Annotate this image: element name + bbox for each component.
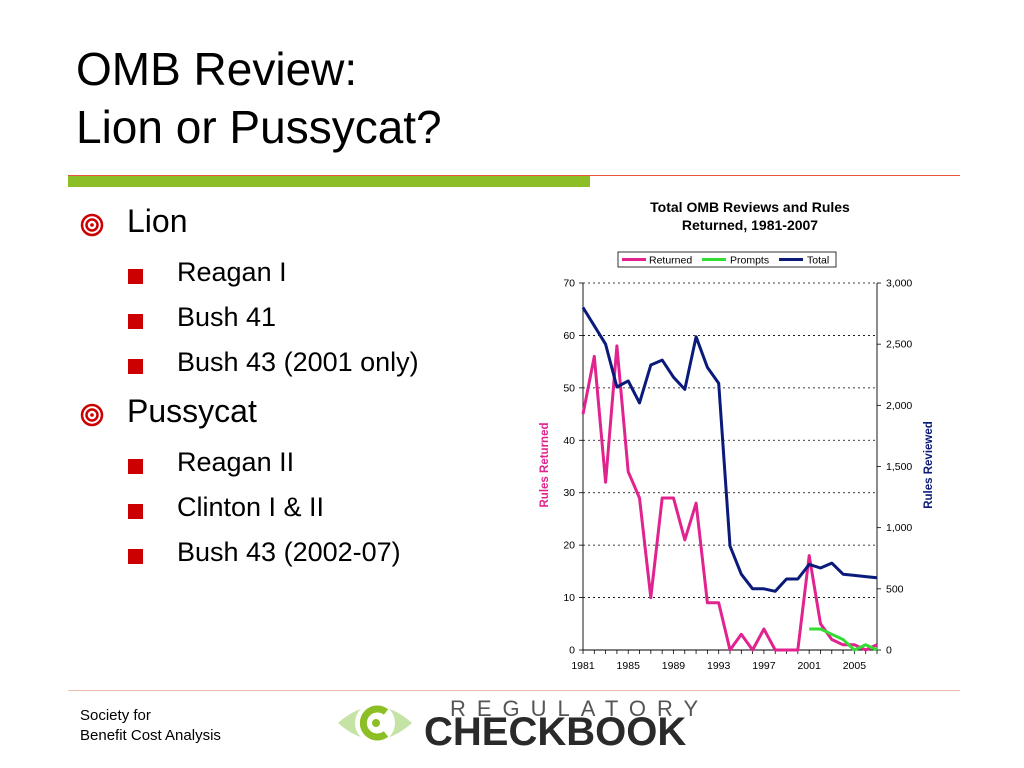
- footer-line-2: Benefit Cost Analysis: [80, 727, 221, 744]
- right-tick-label: 500: [886, 583, 904, 595]
- right-tick-label: 1,500: [886, 461, 912, 473]
- legend-label-returned: Returned: [649, 255, 692, 267]
- left-tick-label: 30: [563, 487, 575, 499]
- right-tick-label: 2,000: [886, 400, 912, 412]
- footer-line-1: Society for: [80, 707, 151, 724]
- x-tick-label: 1985: [617, 660, 641, 672]
- chart-axes: [579, 282, 881, 654]
- sub-bullet-label: Bush 43 (2001 only): [177, 347, 419, 377]
- target-bullet-icon: [80, 403, 104, 427]
- logo-checkbook: CHECKBOOK: [424, 710, 687, 754]
- square-bullet-icon: [128, 549, 143, 564]
- square-bullet-icon: [128, 269, 143, 284]
- target-bullet-icon: [80, 213, 104, 237]
- x-tick-label: 1997: [752, 660, 776, 672]
- left-tick-label: 60: [563, 330, 575, 342]
- footer-divider: [68, 690, 960, 691]
- logo-regulatory: REGULATORY: [450, 696, 710, 721]
- series-line-returned: [581, 344, 878, 652]
- omb-reviews-chart: Total OMB Reviews and Rules Returned, 19…: [539, 199, 935, 673]
- x-tick-label: 1989: [662, 660, 686, 672]
- square-bullet-icon: [128, 504, 143, 519]
- title-accent-bar: [68, 176, 590, 187]
- sub-bullet-label: Reagan II: [177, 447, 295, 477]
- x-tick-label: 1993: [707, 660, 731, 672]
- footer-text: Society for Benefit Cost Analysis: [80, 706, 221, 746]
- title-line-2: Lion or Pussycat?: [76, 101, 442, 153]
- y-axis-right-label: Rules Reviewed: [923, 421, 935, 509]
- series-line-total: [581, 306, 878, 593]
- series-line-prompts: [809, 627, 878, 652]
- title-line-1: OMB Review:: [76, 43, 358, 95]
- legend-label-prompts: Prompts: [730, 255, 769, 267]
- right-tick-label: 2,500: [886, 339, 912, 351]
- right-tick-label: 1,000: [886, 522, 912, 534]
- chart-series: [581, 306, 878, 652]
- chart-title-line-2: Returned, 1981-2007: [682, 217, 818, 233]
- checkbook-logo-icon: [338, 703, 412, 743]
- sub-bullet-label: Bush 43 (2002-07): [177, 537, 401, 567]
- chart-title-line-1: Total OMB Reviews and Rules: [650, 199, 850, 215]
- sub-bullet-label: Bush 41: [177, 302, 277, 332]
- right-tick-label: 0: [886, 645, 892, 657]
- sub-bullet-label: Reagan I: [177, 257, 287, 287]
- slide-title: OMB Review: Lion or Pussycat?: [76, 40, 442, 156]
- bullet-label: Pussycat: [127, 393, 257, 429]
- left-tick-label: 0: [569, 645, 575, 657]
- left-tick-label: 40: [563, 435, 575, 447]
- chart-legend: Returned Prompts Total: [617, 251, 837, 268]
- y-axis-left-label: Rules Returned: [539, 423, 551, 508]
- square-bullet-icon: [128, 359, 143, 374]
- left-tick-label: 50: [563, 382, 575, 394]
- x-tick-label: 1981: [571, 660, 595, 672]
- legend-label-total: Total: [807, 255, 829, 267]
- chart-gridlines: [583, 282, 877, 598]
- square-bullet-icon: [128, 314, 143, 329]
- x-tick-label: 2001: [797, 660, 821, 672]
- title-divider: [68, 175, 960, 176]
- bullet-label: Lion: [127, 203, 188, 239]
- left-tick-label: 10: [563, 592, 575, 604]
- right-tick-label: 3,000: [886, 278, 912, 290]
- left-tick-label: 70: [563, 278, 575, 290]
- sub-bullet-label: Clinton I & II: [177, 492, 325, 522]
- legend-box: [617, 251, 837, 268]
- left-tick-label: 20: [563, 540, 575, 552]
- chart-tick-labels: 0 10 20 30 40 50 60 70 0 500 1,000 1,500 2,000 2,500 3…: [563, 278, 912, 673]
- square-bullet-icon: [128, 459, 143, 474]
- x-tick-label: 2005: [843, 660, 867, 672]
